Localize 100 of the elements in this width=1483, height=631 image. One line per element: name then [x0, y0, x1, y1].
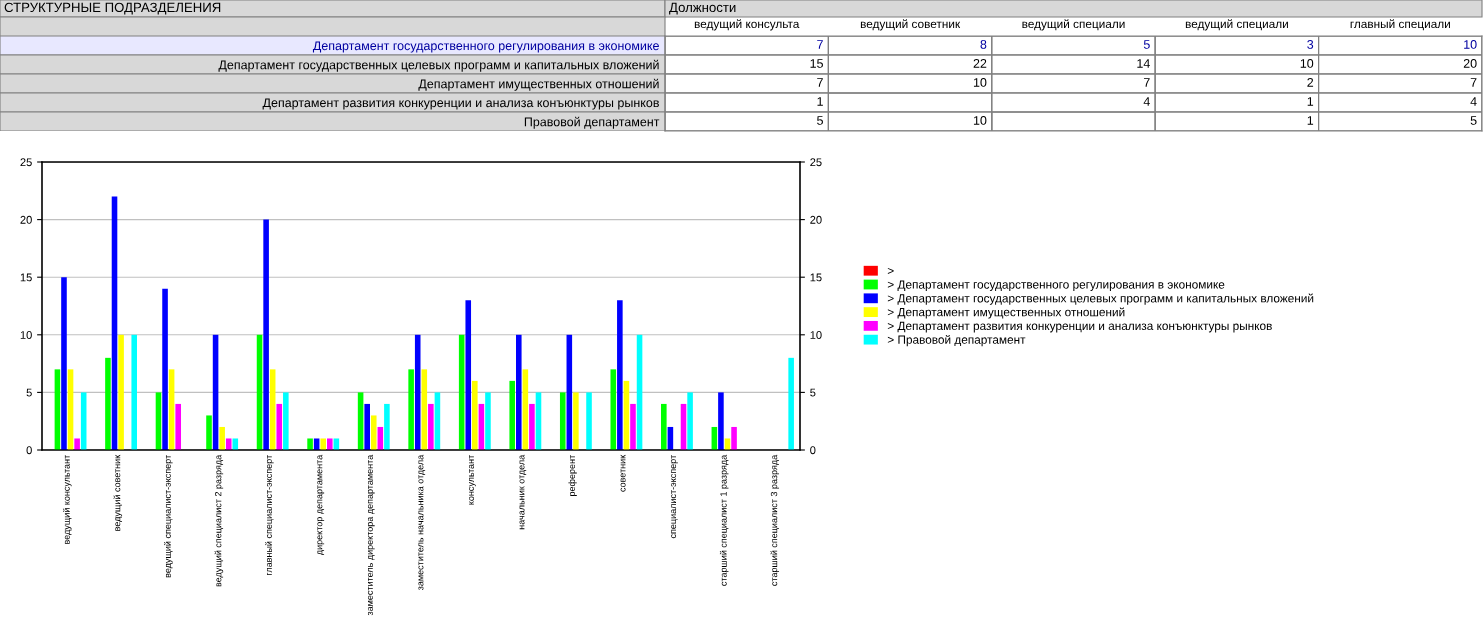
data-label: 15 [810, 59, 823, 68]
data-label: 10 [973, 78, 987, 87]
bar [573, 392, 579, 450]
bar [509, 380, 515, 450]
x-tick-label: ведущий консульта [694, 19, 800, 31]
x-tick-label: главный специали [1350, 19, 1450, 31]
y-tick-label: Департамент государственных целевых программ и капитальных вложений [218, 59, 659, 72]
data-label: 2 [1307, 78, 1314, 87]
x-tick-label: ведущий специали [1022, 19, 1125, 31]
bar [687, 392, 693, 450]
x-tick-label: заместитель начальника отдела [418, 454, 426, 591]
data-label: 3 [1307, 40, 1314, 49]
y2-tick-label: 20 [810, 215, 822, 224]
data-label: 1 [817, 97, 823, 106]
bar [162, 288, 168, 450]
y-tick-label: Департамент государственного регулирования в экономике [312, 41, 659, 53]
y2-tick-label: 25 [810, 158, 822, 167]
bar [559, 392, 566, 450]
x-tick-label: специалист-эксперт [671, 455, 678, 539]
data-label: 1 [1307, 116, 1314, 125]
data-label: 7 [817, 78, 823, 87]
bar [586, 392, 592, 450]
bar [384, 403, 390, 450]
bar [485, 392, 491, 450]
x-tick-label: начальник отдела [519, 454, 527, 530]
bar [630, 403, 636, 450]
data-label: 8 [980, 40, 987, 49]
x-tick-label: старший специалист 3 разряда [770, 454, 780, 586]
bar [421, 369, 428, 450]
data-label: 10 [1300, 59, 1314, 68]
bar [718, 392, 724, 450]
bar [131, 334, 138, 450]
x-tick-label: ведущий специали [1185, 19, 1288, 31]
data-label: 20 [1463, 59, 1477, 68]
y-tick-label: 25 [20, 158, 32, 167]
bar [263, 219, 269, 450]
bar [283, 392, 289, 450]
x-tick-label: старший специалист 1 разряда [719, 454, 729, 586]
bar [370, 415, 377, 450]
bar [61, 277, 67, 450]
bar [364, 403, 370, 450]
data-label: 5 [817, 116, 823, 125]
bar [118, 334, 124, 450]
bar [206, 415, 212, 450]
bar [74, 438, 80, 450]
x-tick-label: заместитель директора департамента [367, 454, 375, 616]
x-tick-label: консультант [469, 455, 476, 505]
y2-tick-label: 10 [810, 331, 822, 339]
data-label: 10 [973, 116, 987, 125]
y-tick-label: 0 [26, 446, 32, 455]
x-tick-label: ведущий специалист 2 разряда [214, 454, 224, 587]
data-label: 14 [1137, 59, 1150, 68]
bar [788, 357, 794, 450]
legend-label: > Департамент государственного регулирования в экономике [887, 280, 1225, 292]
y-tick-label: 10 [20, 331, 32, 339]
bar [529, 403, 535, 450]
bar [515, 334, 522, 450]
y2-tick-label: 15 [810, 273, 822, 282]
bar [320, 438, 327, 450]
bar [731, 426, 737, 450]
y-tick-label: 20 [20, 215, 32, 224]
x-tick-label: ведущий консультант [62, 455, 72, 544]
data-label: 5 [1470, 116, 1477, 125]
bar [617, 300, 623, 450]
bar [327, 438, 333, 450]
x-tick-label: ведущий советник [860, 19, 961, 31]
bar [472, 380, 478, 450]
x-tick-label: директор департамента [317, 454, 325, 556]
y-tick-label: 5 [26, 388, 32, 397]
bar [408, 369, 414, 450]
bar [428, 403, 434, 450]
legend-label: > Департамент государственных целевых программ и капитальных вложений [887, 293, 1314, 305]
data-label: 7 [817, 40, 823, 49]
bar [219, 426, 225, 450]
legend-label: > Правовой департамент [887, 334, 1026, 347]
bar [105, 357, 111, 450]
y2-tick-label: 5 [810, 388, 816, 397]
y-tick-label: Департамент имущественных отношений [418, 78, 659, 91]
data-label: 7 [1143, 78, 1150, 87]
data-label: 7 [1470, 78, 1477, 87]
x-axis-title: Должности [669, 2, 736, 15]
y-axis-title: СТРУКТУРНЫЕ ПОДРАЗДЕЛЕНИЯ [4, 2, 221, 15]
data-label: 1 [1307, 97, 1314, 106]
bar [175, 403, 181, 450]
y-tick-label: 15 [20, 273, 32, 282]
y2-tick-label: 0 [810, 446, 816, 455]
x-tick-label: референт [568, 455, 577, 496]
bar [307, 438, 313, 450]
x-tick-label: советник [620, 454, 626, 492]
y-tick-label: Департамент развития конкуренции и анализа конъюнктуры рынков [262, 98, 659, 110]
bar [661, 403, 667, 450]
legend-label: > [887, 267, 894, 274]
x-tick-label: главный специалист-эксперт [265, 455, 274, 576]
data-label: 5 [1143, 40, 1150, 49]
legend-label: > Департамент имущественных отношений [887, 307, 1125, 319]
bar [225, 438, 232, 450]
bar [414, 334, 421, 450]
bar [232, 438, 239, 450]
data-label: 4 [1143, 97, 1150, 106]
data-label: 10 [1464, 40, 1477, 49]
